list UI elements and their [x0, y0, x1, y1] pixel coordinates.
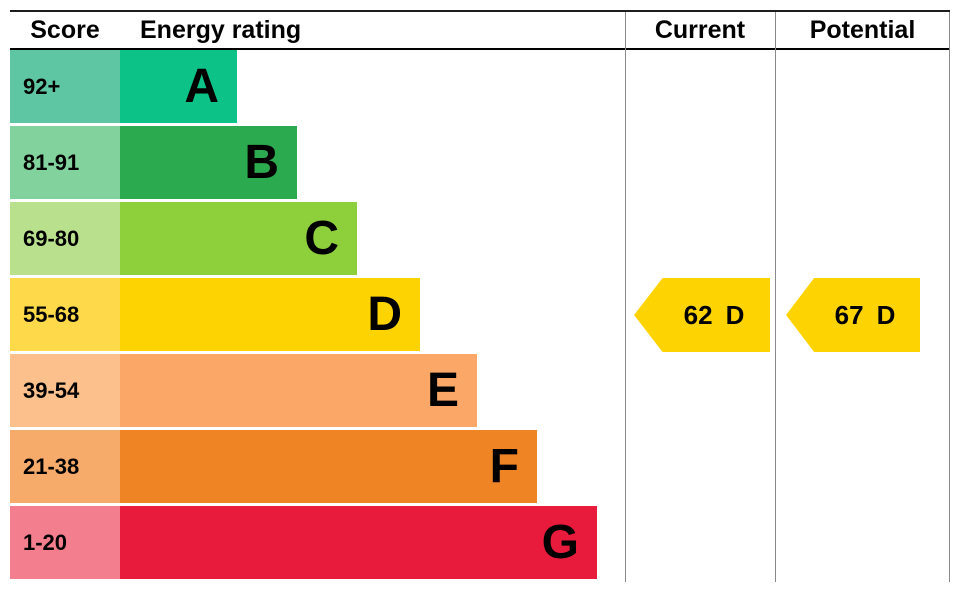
band-f-score-label: 21-38	[23, 453, 80, 479]
potential-column: 67 D	[775, 12, 950, 582]
band-d-bar: D	[120, 278, 420, 351]
energy-rating-header-label: Energy rating	[140, 16, 302, 44]
chart-header-row: Score Energy rating Current Potential	[10, 12, 950, 50]
band-row-a: 92+ A	[10, 50, 950, 123]
band-b-letter: B	[244, 135, 279, 189]
epc-rating-chart: Score Energy rating Current Potential 92…	[10, 10, 950, 582]
band-row-g: 1-20 G	[10, 506, 950, 579]
current-rating-arrow: 62 D	[634, 278, 770, 352]
band-a-letter: A	[184, 59, 219, 113]
band-f-letter: F	[489, 439, 519, 493]
band-b-score-label: 81-91	[23, 149, 80, 175]
band-g-score-label: 1-20	[23, 529, 68, 555]
band-e-letter: E	[426, 363, 459, 417]
score-header-label: Score	[30, 16, 100, 44]
band-e-score-label: 39-54	[23, 377, 80, 403]
band-g-bar: G	[120, 506, 597, 579]
band-f-bar: F	[120, 430, 537, 503]
band-c-letter: C	[304, 211, 339, 265]
band-a-bar: A	[120, 50, 237, 123]
energy-rating-column-header: Energy rating	[120, 12, 625, 48]
potential-rating-arrow: 67 D	[786, 278, 920, 352]
band-c-score-cell: 69-80	[10, 202, 120, 275]
band-e-bar: E	[120, 354, 477, 427]
band-g-score-cell: 1-20	[10, 506, 120, 579]
band-g-letter: G	[541, 515, 579, 569]
current-header-label: Current	[654, 16, 746, 44]
band-row-f: 21-38 F	[10, 430, 950, 503]
band-row-c: 69-80 C	[10, 202, 950, 275]
current-column-header: Current	[625, 12, 775, 48]
band-d-score-label: 55-68	[23, 301, 80, 327]
band-f-score-cell: 21-38	[10, 430, 120, 503]
potential-column-header: Potential	[775, 12, 950, 48]
band-rows-area: 92+ A 81-91 B 69-80 C 55-68	[10, 50, 950, 582]
band-e-score-cell: 39-54	[10, 354, 120, 427]
band-a-score-cell: 92+	[10, 50, 120, 123]
band-row-d: 55-68 D	[10, 278, 950, 351]
current-column: 62 D	[625, 12, 775, 582]
band-b-score-cell: 81-91	[10, 126, 120, 199]
band-c-score-label: 69-80	[23, 225, 80, 251]
band-d-score-cell: 55-68	[10, 278, 120, 351]
potential-header-label: Potential	[809, 16, 916, 44]
potential-rating-value: 67	[834, 299, 864, 330]
band-d-letter: D	[367, 287, 402, 341]
score-column-header: Score	[10, 12, 120, 48]
band-row-e: 39-54 E	[10, 354, 950, 427]
band-c-bar: C	[120, 202, 357, 275]
band-row-b: 81-91 B	[10, 126, 950, 199]
current-rating-band: D	[725, 299, 745, 330]
band-b-bar: B	[120, 126, 297, 199]
current-rating-value: 62	[683, 299, 713, 330]
potential-rating-band: D	[876, 299, 896, 330]
band-a-score-label: 92+	[23, 73, 61, 99]
